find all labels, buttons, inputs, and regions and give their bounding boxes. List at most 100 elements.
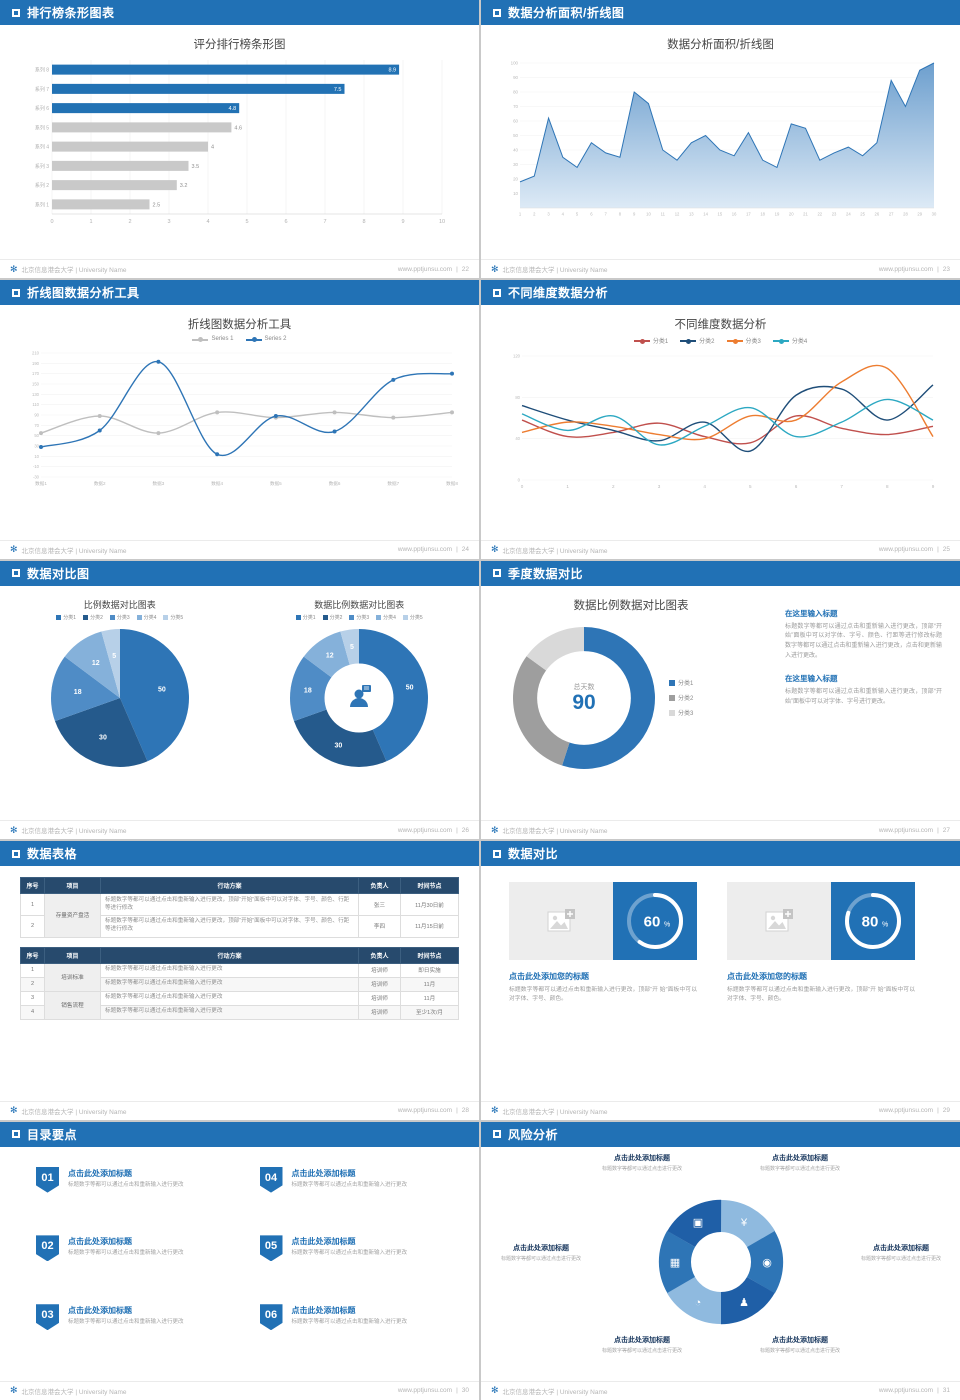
university-logo-icon: ✻ (491, 1385, 499, 1396)
header-square-icon (493, 569, 501, 578)
slide-footer: ✻ 北京信息港会大学 | University Name www.pptjunsu… (0, 539, 479, 559)
university-name: 北京信息港会大学 | University Name (21, 828, 127, 836)
website-url: www.pptjunsu.com (397, 826, 453, 834)
slide-header-title: 风险分析 (508, 1127, 559, 1142)
svg-text:12: 12 (674, 212, 679, 217)
toc-item: 05 点击此处添加标题 标题数字等都可以通过点击和重新输入进行更改 (259, 1235, 444, 1298)
slide-22[interactable]: 排行榜条形图表 评分排行榜条形图 0 1 2 3 4 5 6 7 8 9 10 系列 8 8.9 系列 7… (0, 0, 479, 279)
chart-title: 评分排行榜条形图 (193, 39, 286, 51)
svg-text:12: 12 (92, 660, 100, 667)
svg-text:29: 29 (917, 212, 922, 217)
slide-25[interactable]: 不同维度数据分析 不同维度数据分析 分类1 分类2 分类3 分类4 0 40 80 120 0… (481, 280, 960, 559)
svg-text:19: 19 (774, 212, 779, 217)
university-logo-icon: ✻ (491, 544, 499, 555)
chart-title: 数据比例数据对比图表 (573, 599, 689, 612)
svg-text:90: 90 (513, 75, 518, 80)
svg-text:系列 8: 系列 8 (34, 67, 48, 74)
website-url: www.pptjunsu.com (878, 265, 934, 273)
svg-text:%: % (882, 922, 888, 929)
header-square-icon (12, 8, 20, 17)
svg-text:3: 3 (167, 219, 170, 225)
slide-31[interactable]: 风险分析 ¥ ◉ ♟ ◔ ▦ ▣ 点击此处添加标题 标题数字等都可以通过点击进行更改 点击… (481, 1121, 960, 1400)
svg-text:25: 25 (860, 212, 865, 217)
data-table-2: 序号 项目 行动方案 负责人 时间节点 1 培训标准 标题数字等都可以通过点击和… (20, 946, 459, 1020)
slide-29[interactable]: 数据对比 (481, 841, 960, 1120)
slide-header-bar: 排行榜条形图表 (0, 0, 479, 25)
university-name: 北京信息港会大学 | University Name (502, 1388, 608, 1396)
svg-text:30: 30 (513, 162, 518, 167)
svg-text:50: 50 (513, 133, 518, 138)
slide-body: 01 点击此处添加标题 标题数字等都可以通过点击和重新输入进行更改 02 点击此处… (0, 1147, 479, 1381)
risk-label: 点击此处添加标题 标题数字等都可以通过点击进行更改 (860, 1244, 941, 1262)
university-name: 北京信息港会大学 | University Name (21, 547, 127, 555)
svg-text:3: 3 (657, 484, 660, 489)
svg-text:0: 0 (517, 478, 520, 483)
website-url: www.pptjunsu.com (878, 1107, 934, 1115)
svg-text:0: 0 (520, 484, 523, 489)
slide-23[interactable]: 数据分析面积/折线图 数据分析面积/折线图 10 20 30 40 50 60 70 80 90… (481, 0, 960, 279)
university-logo-icon: ✻ (10, 1385, 18, 1396)
website-url: www.pptjunsu.com (397, 1107, 453, 1115)
svg-text:5: 5 (112, 653, 116, 660)
people-icon: ♟ (739, 1296, 749, 1308)
legend-item: 分类4 (136, 614, 156, 621)
svg-text:110: 110 (32, 403, 39, 408)
svg-text:数据4: 数据4 (211, 480, 223, 487)
svg-text:9: 9 (931, 484, 934, 489)
slide-footer: ✻ 北京信息港会大学 | University Name www.pptjunsu… (0, 820, 479, 839)
svg-text:6: 6 (590, 212, 593, 217)
svg-text:5: 5 (350, 644, 354, 651)
slide-body: 数据分析面积/折线图 10 20 30 40 50 60 70 80 90 100 1 2 3 4 5 6 7 8… (481, 25, 960, 259)
page-number: 25 (942, 546, 950, 554)
svg-text:1: 1 (566, 484, 569, 489)
svg-text:50: 50 (34, 434, 39, 439)
chart-legend: 分类1 分类2 分类3 (669, 678, 693, 717)
footer-separator: | (456, 265, 458, 273)
chart-legend: 分类1 分类2 分类3 分类4 分类5 (295, 614, 423, 621)
legend-item: 分类1 (295, 614, 316, 621)
slide-27[interactable]: 季度数据对比 数据比例数据对比图表 总天数 90 分类1 分类2 分类3 (481, 560, 960, 840)
slide-header-bar: 不同维度数据分析 (481, 280, 960, 306)
risk-label: 点击此处添加标题 标题数字等都可以通过点击进行更改 (759, 1336, 840, 1354)
progress-panel: 80% (831, 882, 915, 961)
svg-text:-30: -30 (32, 475, 39, 480)
toc-item: 01 点击此处添加标题 标题数字等都可以通过点击和重新输入进行更改 (36, 1166, 220, 1230)
svg-text:数据6: 数据6 (328, 480, 340, 487)
table-row: 3 销售流程 标题数字等都可以通过点击和重新输入进行更改 培训师 11月 (20, 990, 459, 1020)
slide-28[interactable]: 数据表格 序号 项目 行动方案 负责人 时间节点 (0, 841, 479, 1120)
slide-24[interactable]: 折线图数据分析工具 折线图数据分析工具 Series 1 Series 2 210… (0, 280, 479, 559)
footer-separator: | (937, 826, 939, 834)
website-url: www.pptjunsu.com (397, 1387, 453, 1395)
comparison-card: 80% 点击此处添加您的标题 标题数字等都可以通过点击和重新输入进行更改，顶部“… (727, 882, 915, 1005)
svg-text:30: 30 (99, 734, 107, 741)
slide-body: 序号 项目 行动方案 负责人 时间节点 1 存量资产盘活 标题数字等都可以通过点… (0, 866, 479, 1100)
slide-30[interactable]: 目录要点 01 点击此处添加标题 标题数字等都可以通过点击和重新输入进行更改 02… (0, 1121, 479, 1400)
slide-26[interactable]: 数据对比图 比例数据对比图表 分类1 分类2 分类3 分类4 分类5 50 30 18 12 5… (0, 560, 479, 840)
website-url: www.pptjunsu.com (878, 546, 934, 554)
svg-text:26: 26 (874, 212, 879, 217)
university-logo-icon: ✻ (491, 824, 499, 835)
university-name: 北京信息港会大学 | University Name (502, 547, 608, 555)
university-name: 北京信息港会大学 | University Name (502, 267, 608, 275)
donut-section: 数据比例数据对比图表 总天数 90 分类1 分类2 分类3 (481, 586, 781, 820)
svg-text:3.5: 3.5 (191, 164, 199, 170)
footer-separator: | (456, 1107, 458, 1115)
svg-text:数据3: 数据3 (152, 480, 164, 487)
page-number: 23 (942, 265, 950, 273)
svg-text:系列 1: 系列 1 (34, 201, 48, 208)
number-badge: 03 (36, 1304, 59, 1331)
legend-item: 分类1 (56, 614, 76, 621)
svg-text:数据7: 数据7 (387, 480, 399, 487)
header-square-icon (493, 288, 501, 297)
donut-chart (513, 626, 655, 769)
svg-text:70: 70 (34, 423, 39, 428)
card-body: 标题数字等都可以通过点击和重新输入进行更改，顶部“开 始”面板中可以对字体、字号… (509, 987, 697, 1003)
data-table-1: 序号 项目 行动方案 负责人 时间节点 1 存量资产盘活 标题数字等都可以通过点… (20, 877, 459, 938)
picture-icon (765, 909, 793, 932)
page-number: 27 (942, 826, 950, 834)
website-url: www.pptjunsu.com (878, 826, 934, 834)
pinwheel-diagram: ¥ ◉ ♟ ◔ ▦ ▣ (658, 1199, 784, 1324)
toc-item: 06 点击此处添加标题 标题数字等都可以通过点击和重新输入进行更改 (259, 1304, 444, 1367)
svg-text:4.8: 4.8 (228, 106, 236, 112)
